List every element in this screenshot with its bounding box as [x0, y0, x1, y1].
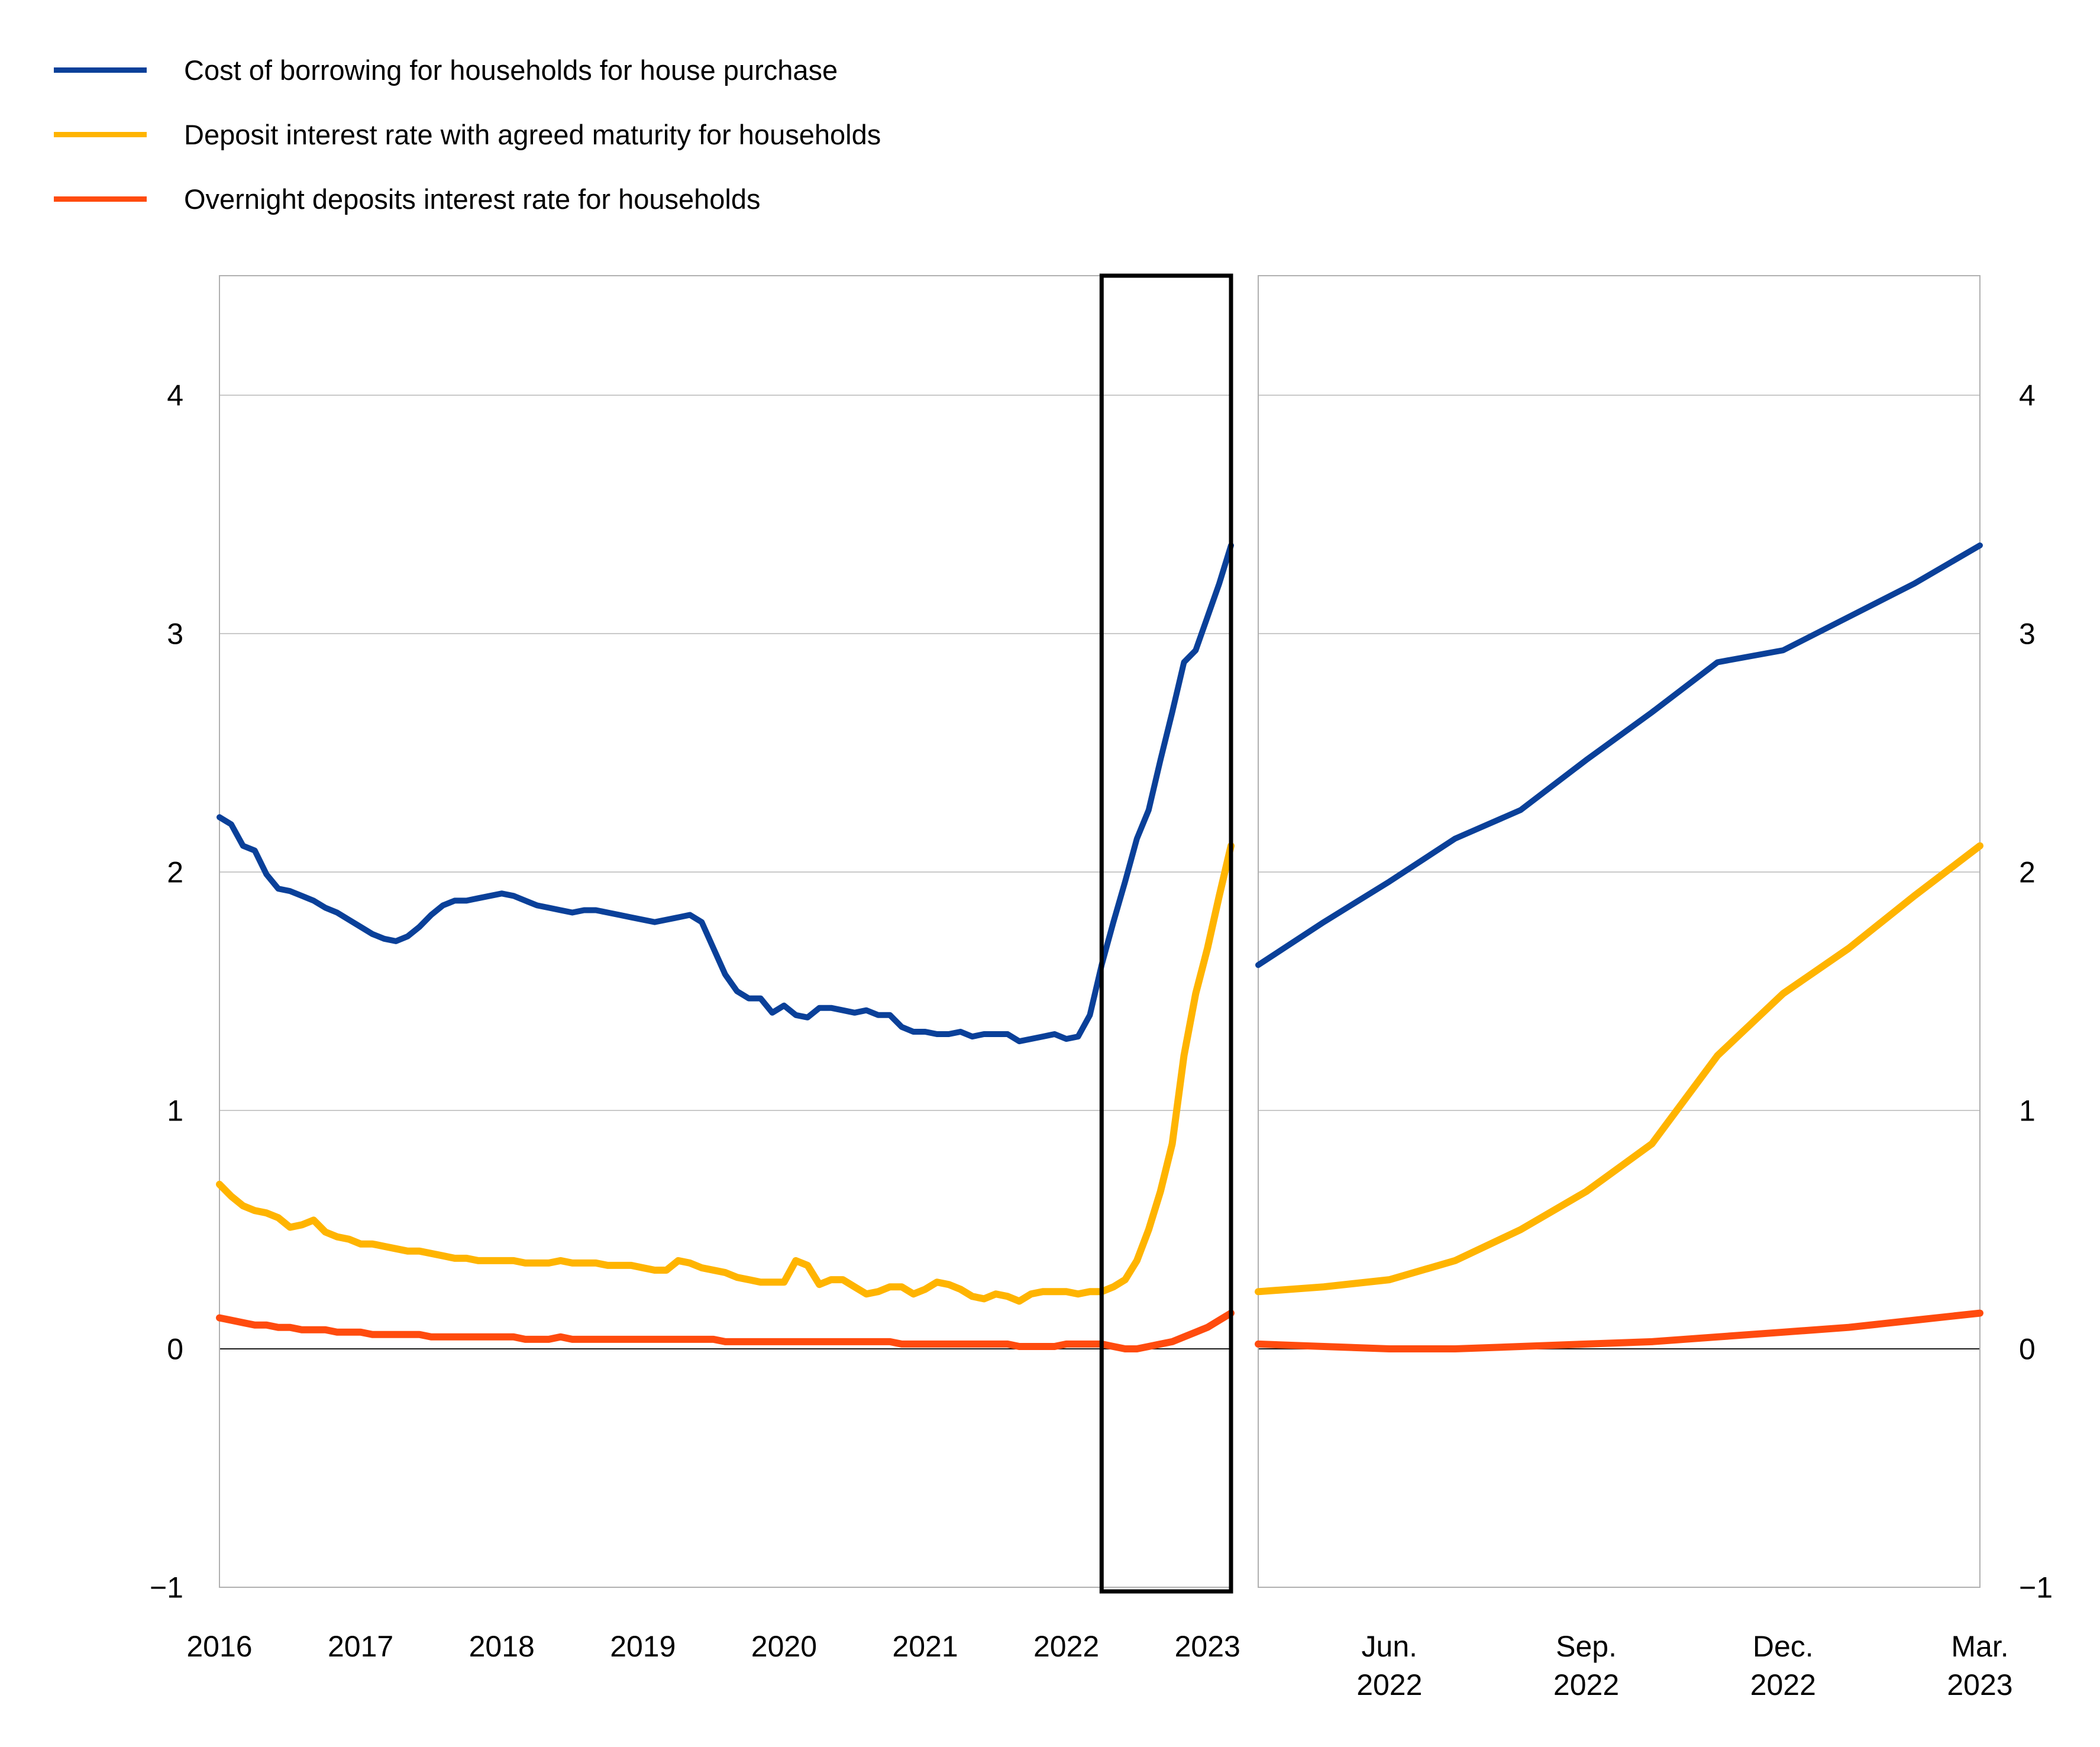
legend-item-overnight-deposits: Overnight deposits interest rate for hou…	[0, 167, 881, 231]
x-axis-label-year-2022: 2022	[1033, 1630, 1099, 1663]
x-axis-label-month-Dec.: Dec.	[1753, 1630, 1814, 1663]
y-axis-label-history-0: 0	[167, 1333, 183, 1366]
legend-item-deposit-agreed-maturity: Deposit interest rate with agreed maturi…	[0, 102, 881, 167]
x-axis-label-year-2018: 2018	[469, 1630, 535, 1663]
y-axis-label-recent-4: 4	[2019, 379, 2036, 412]
x-axis-label-year-2019: 2019	[610, 1630, 676, 1663]
x-axis-label-year-2022: 2022	[1553, 1668, 1619, 1701]
y-axis-label-recent-3: 3	[2019, 618, 2036, 651]
y-axis-label-recent-1: 1	[2019, 1094, 2036, 1128]
legend-label-deposit-agreed-maturity: Deposit interest rate with agreed maturi…	[184, 119, 881, 150]
y-axis-label-recent-0: 0	[2019, 1333, 2036, 1366]
x-axis-label-month-Mar.: Mar.	[1951, 1630, 2008, 1663]
y-axis-label-recent-2: 2	[2019, 856, 2036, 889]
x-axis-label-year-2020: 2020	[751, 1630, 817, 1663]
y-axis-label-history-3: 3	[167, 618, 183, 651]
y-axis-label-history-4: 4	[167, 379, 183, 412]
x-axis-label-year-2023: 2023	[1175, 1630, 1240, 1663]
legend-label-cost-of-borrowing: Cost of borrowing for households for hou…	[184, 54, 838, 86]
x-axis-label-year-2021: 2021	[892, 1630, 958, 1663]
x-axis-label-year-2022: 2022	[1356, 1668, 1422, 1701]
legend-label-overnight-deposits: Overnight deposits interest rate for hou…	[184, 183, 761, 215]
panel-recent: −1 0 1 2 3 4 Jun. 2022 Sep. 2022 Dec. 2022 Mar. 2023	[1255, 275, 2053, 1701]
x-axis-label-year-2022: 2022	[1750, 1668, 1816, 1701]
x-axis-label-month-Sep.: Sep.	[1556, 1630, 1617, 1663]
y-axis-label-recent-−1: −1	[2019, 1571, 2053, 1604]
x-axis-label-month-Jun.: Jun.	[1362, 1630, 1418, 1663]
y-axis-label-history-1: 1	[167, 1094, 183, 1128]
series-line-1	[1255, 842, 1983, 1296]
y-axis-label-history-2: 2	[167, 856, 183, 889]
legend-swatch-red-line	[54, 196, 147, 202]
x-axis-label-year-2023: 2023	[1947, 1668, 2012, 1701]
panel-border	[1258, 275, 1981, 1588]
series-line-2	[1255, 1309, 1983, 1352]
series-line-2	[216, 1309, 1235, 1352]
legend-swatch-blue-line	[54, 67, 147, 73]
legend: Cost of borrowing for households for hou…	[0, 38, 881, 231]
highlight-box	[1099, 273, 1233, 1594]
x-axis-label-year-2017: 2017	[328, 1630, 393, 1663]
panel-history: −1 0 1 2 3 4 2016 2017 2018 2019 2020 2021 2022 2023	[150, 273, 1240, 1663]
series-line-0	[1255, 542, 1983, 968]
legend-item-cost-of-borrowing: Cost of borrowing for households for hou…	[0, 38, 881, 102]
series-line-0	[217, 542, 1234, 1045]
series-line-1	[216, 842, 1235, 1305]
x-axis-label-year-2016: 2016	[186, 1630, 252, 1663]
y-axis-label-history-−1: −1	[150, 1571, 183, 1604]
legend-swatch-yellow-line	[54, 132, 147, 137]
